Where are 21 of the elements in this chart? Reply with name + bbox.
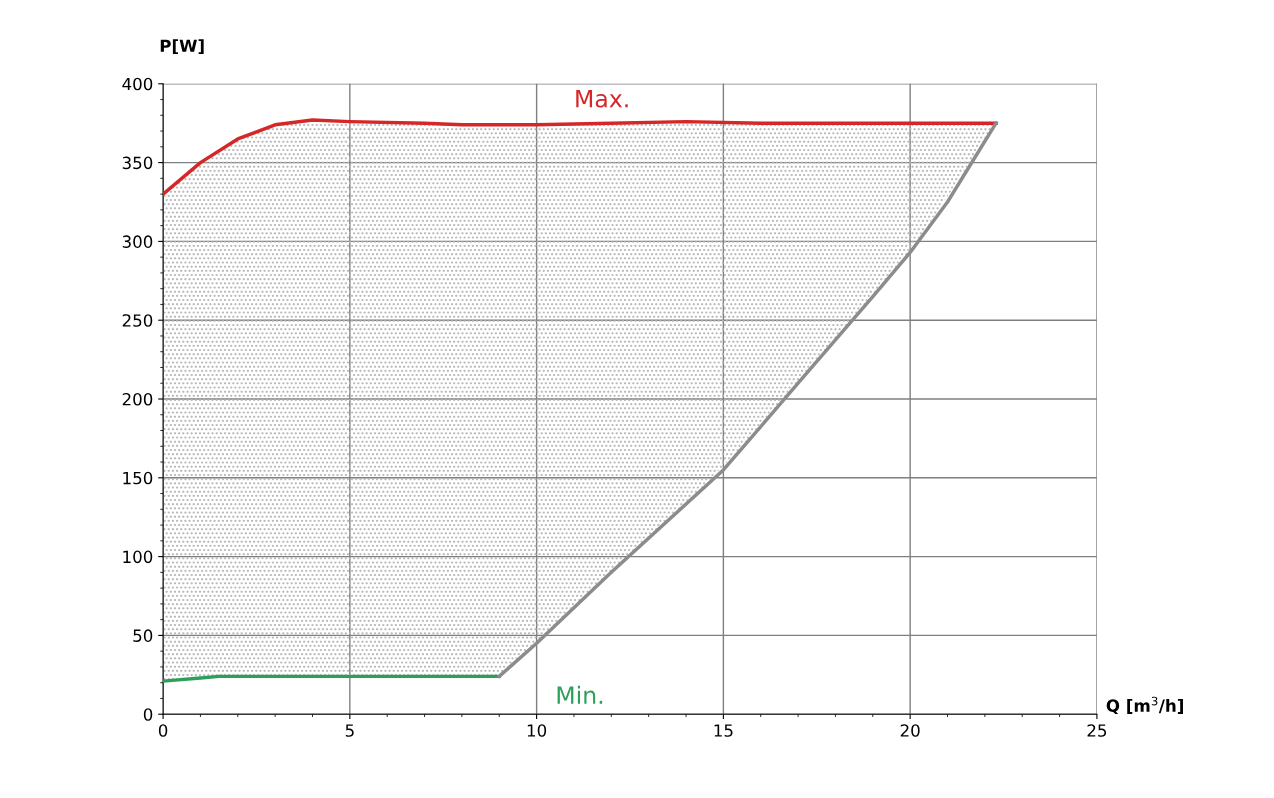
y-tick-label: 350: [122, 156, 153, 170]
x-axis-title: Q [m$^{3}$/h]: [1106, 696, 1183, 715]
text: Min.: [557, 685, 603, 704]
y-tick-label: 250: [122, 314, 153, 327]
x-tick-label: 25: [1087, 724, 1107, 737]
x-tick-label: 10: [527, 724, 547, 737]
y-axis-title: P[W]: [160, 39, 204, 55]
x-tick-label: 20: [900, 724, 920, 737]
y-tick-label: 300: [122, 235, 153, 248]
x-tick-label: 5: [345, 724, 354, 737]
line-series: [163, 118, 998, 196]
y-tick-label: 400: [122, 77, 153, 91]
series-label: Max.: [576, 90, 628, 108]
y-tick-label: 150: [123, 471, 153, 485]
y-tick-label: 100: [123, 550, 153, 564]
line-series: [497, 121, 998, 679]
y-tick-label: 0: [143, 708, 153, 721]
x-tick-label: 0: [158, 724, 168, 737]
y-tick-label: 50: [133, 629, 153, 642]
x-tick-label: 15: [714, 724, 733, 737]
y-tick-label: 200: [122, 392, 153, 406]
